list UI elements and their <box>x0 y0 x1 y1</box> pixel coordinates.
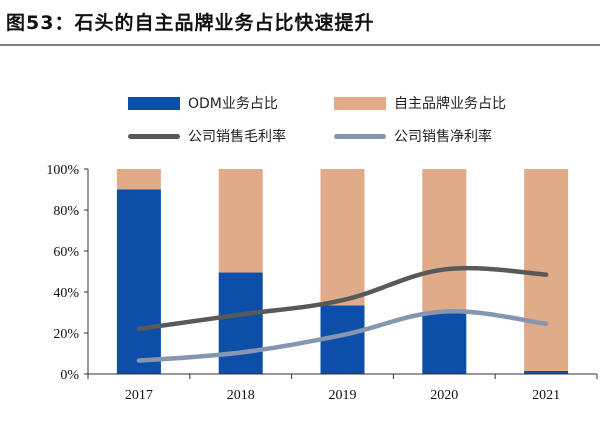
y-tick-label-60%: 60% <box>53 245 79 260</box>
legend-label-gross-margin: 公司销售毛利率 <box>188 129 286 145</box>
legend-swatch-odm <box>128 96 180 110</box>
legend-swatch-gross-margin <box>128 133 180 139</box>
x-tick-label-2019: 2019 <box>329 388 357 403</box>
bar-own-brand-2020 <box>422 169 467 313</box>
legend-label-odm: ODM业务占比 <box>188 96 278 112</box>
bar-odm-2020 <box>422 312 467 374</box>
x-tick-label-2017: 2017 <box>125 388 153 403</box>
bar-own-brand-2017 <box>116 169 161 190</box>
bar-own-brand-2021 <box>524 169 569 371</box>
x-tick-label-2018: 2018 <box>227 388 255 403</box>
line-net-margin <box>136 309 549 363</box>
bar-odm-2018 <box>218 272 263 374</box>
bar-own-brand-2018 <box>218 169 263 273</box>
legend-item-own-brand: 自主品牌业务占比 <box>334 93 506 113</box>
x-tick-label-2021: 2021 <box>532 388 560 403</box>
y-tick-label-100%: 100% <box>46 163 79 178</box>
bar-odm-2021 <box>524 370 569 374</box>
y-tick-label-0%: 0% <box>60 368 79 383</box>
legend-swatch-own-brand <box>334 96 386 110</box>
y-tick-label-40%: 40% <box>53 286 79 301</box>
legend-label-net-margin: 公司销售净利率 <box>394 129 492 145</box>
legend-item-odm: ODM业务占比 <box>128 93 278 113</box>
legend-item-gross-margin: 公司销售毛利率 <box>128 126 286 146</box>
y-tick-label-80%: 80% <box>53 204 79 219</box>
y-tick-label-20%: 20% <box>53 327 79 342</box>
figure-title: 图53：石头的自主品牌业务占比快速提升 <box>6 12 375 34</box>
legend-swatch-net-margin <box>334 133 386 139</box>
title-rule <box>0 44 600 46</box>
legend-item-net-margin: 公司销售净利率 <box>334 126 492 146</box>
x-tick-label-2020: 2020 <box>430 388 458 403</box>
line-gross-margin <box>136 265 549 332</box>
bar-odm-2017 <box>116 189 161 374</box>
legend-label-own-brand: 自主品牌业务占比 <box>394 96 506 112</box>
bar-own-brand-2019 <box>320 169 365 306</box>
